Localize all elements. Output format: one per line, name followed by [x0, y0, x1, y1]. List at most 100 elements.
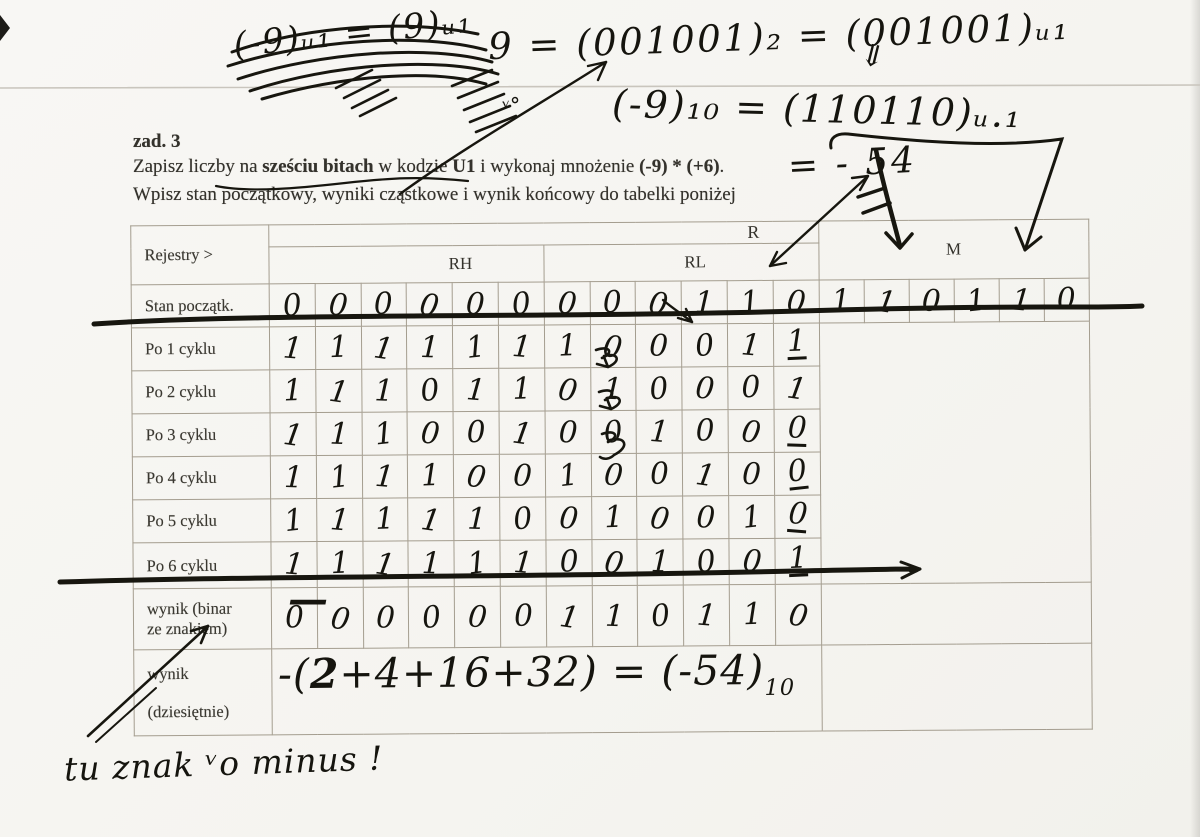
bit-cell: 0	[360, 282, 407, 327]
handwritten-bit: 1	[373, 546, 398, 584]
task-text-segment: w kodzie	[373, 156, 453, 177]
task-text-segment: Zapisz liczby na	[133, 156, 263, 177]
bit-cell: 1	[362, 540, 409, 588]
bit-cell: 0	[772, 280, 819, 324]
bit-cell: 1	[683, 584, 730, 646]
bit-cell: 1	[637, 539, 684, 586]
handwritten-bit: 1	[740, 498, 764, 536]
task-text-segment: i wykonaj mnożenie	[475, 156, 640, 177]
handwritten-bit: 0	[785, 453, 809, 491]
handwritten-bit: 1	[329, 545, 351, 582]
bit-cell: 1	[544, 324, 591, 368]
handwritten-bit: 0	[512, 457, 533, 494]
bit-cell: 1	[498, 367, 545, 412]
row-label: wynik (binar ze znakiem)	[133, 587, 272, 650]
header-register-rl: RL	[543, 243, 819, 282]
handwritten-bit: 1	[328, 501, 351, 539]
bit-cell: 0	[589, 281, 636, 325]
row-label: Stan początk.	[131, 283, 270, 328]
row-label: Po 5 cyklu	[132, 498, 271, 543]
handwritten-bit: 0	[786, 410, 807, 447]
handwritten-bit: 0	[695, 499, 716, 536]
handwritten-bit: 0	[600, 328, 625, 366]
bit-cell: 1	[499, 410, 546, 455]
handwritten-bit: 1	[465, 371, 487, 409]
bit-cell: 0	[408, 586, 455, 648]
handwritten-bit: 0	[921, 283, 942, 319]
bit-cell: 0	[362, 586, 410, 649]
bit-cell: 1	[361, 411, 408, 456]
handwritten-bit: 1	[556, 327, 578, 364]
bit-cell: 1	[499, 539, 547, 587]
bit-cell: 1	[452, 325, 499, 369]
handwritten-bit: 1	[512, 544, 534, 582]
bit-cell: 0	[407, 411, 454, 455]
handwritten-bit: 1	[509, 414, 534, 453]
handwritten-bit: 0	[602, 413, 626, 451]
task-text-segment: U1	[452, 156, 476, 177]
handwritten-bit: 1	[556, 598, 582, 637]
handwritten-bit: 0	[557, 500, 580, 537]
handwritten-bit: 1	[374, 372, 395, 409]
handwritten-bit: 1	[466, 501, 487, 537]
handwritten-bit: 1	[327, 329, 349, 365]
bit-cell: 0	[636, 453, 683, 497]
handwritten-bit: 0	[513, 597, 534, 634]
bit-cell: 1	[727, 280, 774, 324]
task-heading: zad. 3	[133, 131, 181, 152]
row-label: Po 2 cyklu	[131, 369, 271, 414]
handwritten-bit: 1	[1010, 281, 1033, 319]
handwritten-bit: 0	[648, 327, 669, 364]
handwritten-bit: 1	[420, 457, 441, 494]
handwritten-bit: 1	[421, 545, 442, 582]
handwritten-bit: 0	[420, 598, 444, 636]
bit-cell: 1	[998, 278, 1044, 322]
handwritten-bit: 0	[373, 285, 395, 322]
bit-cell: 1	[361, 454, 409, 499]
bit-cell: 0	[727, 409, 775, 453]
handwritten-bit: 1	[371, 329, 396, 368]
handwritten-bit: 0	[694, 412, 716, 449]
table-corner-label: Rejestry >	[130, 224, 270, 285]
handwritten-bit: 0	[740, 369, 761, 405]
bit-cell: 1	[454, 540, 501, 587]
task-text-segment: sześciu bitach	[262, 156, 374, 177]
bit-cell: 1	[270, 455, 317, 499]
handwritten-bit: 1	[374, 500, 396, 537]
bit-cell: 1	[727, 323, 774, 367]
bit-cell: 0	[1043, 278, 1089, 322]
bit-cell: 0	[406, 282, 453, 326]
bit-cell: 0	[453, 454, 500, 498]
bit-cell: 1	[546, 585, 593, 647]
handwritten-bit: 0	[785, 283, 807, 320]
handwritten-bit: 1	[328, 416, 349, 452]
bit-cell: 1	[406, 325, 453, 369]
bit-cell: 0	[635, 281, 682, 325]
bit-cell: 0	[314, 283, 362, 327]
bit-cell: 0	[681, 366, 728, 411]
bit-cell: 0	[452, 282, 499, 326]
handwritten-bit: 1	[784, 369, 809, 408]
handwritten-bit: 1	[465, 544, 489, 582]
handwritten-bit: 0	[738, 413, 763, 451]
bit-cell: 1	[316, 498, 363, 542]
bit-cell: 1	[269, 326, 316, 370]
handwritten-bit: 1	[785, 323, 807, 360]
handwritten-bit: 1	[418, 501, 443, 539]
handwritten-bit: 0	[511, 500, 535, 538]
handwritten-bit: 1	[283, 459, 304, 495]
bit-cell: 1	[270, 412, 317, 456]
bit-cell: 1	[269, 369, 316, 413]
bit-cell: 0	[590, 324, 637, 368]
bit-cell: 0	[908, 279, 954, 323]
scan-edge-artifact	[0, 15, 10, 41]
row-label: Po 3 cyklu	[132, 412, 271, 457]
handwritten-bit: 1	[281, 330, 304, 367]
bit-cell: 1	[361, 325, 408, 370]
bit-cell: 0	[774, 452, 821, 496]
handwritten-bit: 1	[327, 458, 351, 496]
bit-cell: 0	[728, 452, 775, 496]
handwritten-bit: 0	[280, 286, 304, 324]
handwritten-bit: 1	[964, 281, 988, 319]
handwritten-bit: 0	[603, 456, 625, 494]
